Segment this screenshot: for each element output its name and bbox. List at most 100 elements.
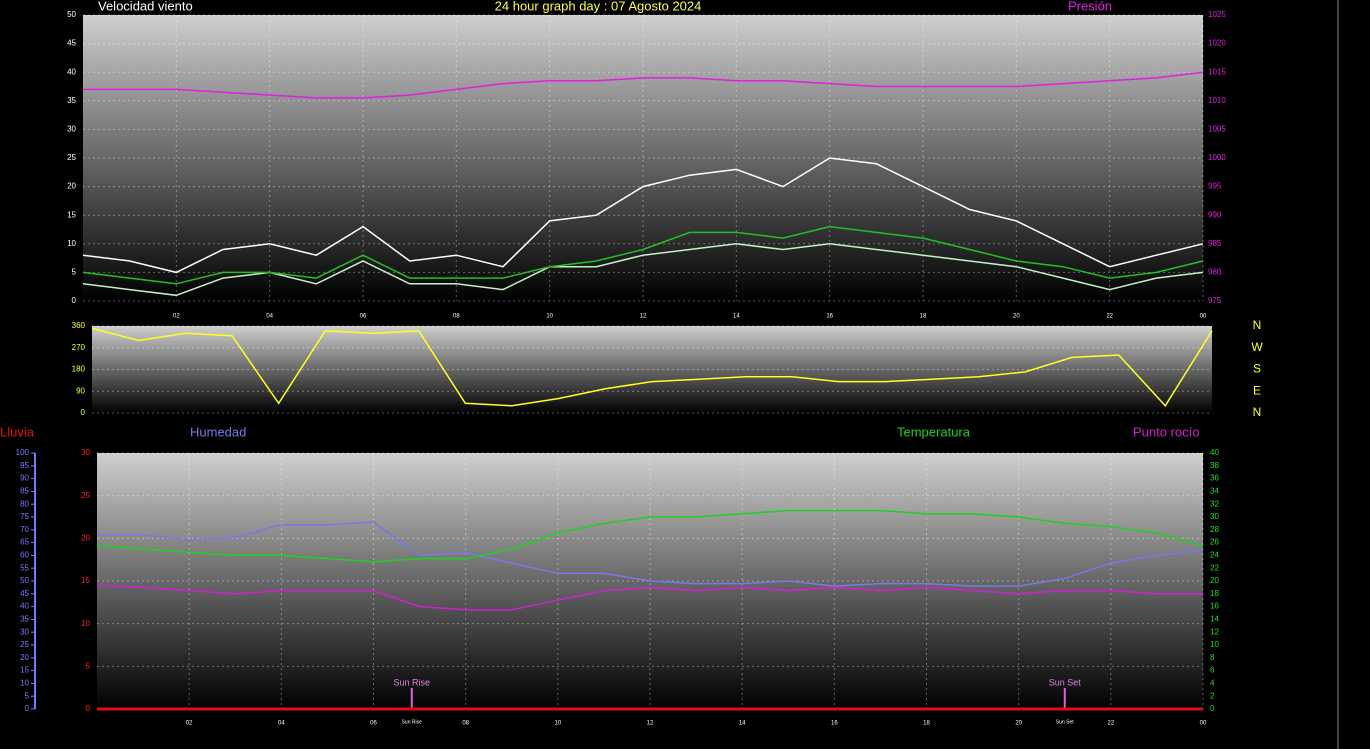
y2-tick-label: 22	[1210, 563, 1219, 572]
y-tick-label: 5	[72, 268, 77, 277]
y2-tick-label: 32	[1210, 499, 1219, 508]
y-tick-label: 40	[67, 67, 76, 76]
y3-tick-label: 25	[20, 640, 29, 649]
series-line	[91, 327, 1213, 408]
y3-tick-label: 90	[20, 474, 29, 483]
y3-tick-label: 45	[20, 589, 29, 598]
x-tick-label: 16	[831, 721, 838, 727]
y2-tick-label: 1005	[1208, 125, 1226, 134]
x-tick-label: 16	[826, 314, 833, 320]
x-tick-label: 20	[1013, 314, 1020, 320]
y-tick-label: 30	[67, 125, 76, 134]
y-tick-label: 15	[67, 210, 76, 219]
chart-title: 24 hour graph day : 07 Agosto 2024	[495, 0, 702, 13]
y3-tick-label: 75	[20, 512, 29, 521]
y-tick-label: 180	[72, 365, 86, 374]
y-tick-label: 270	[72, 343, 86, 352]
x-tick-label: 10	[546, 314, 553, 320]
y2-tick-label: 6	[1210, 666, 1215, 675]
series-line	[82, 225, 1204, 285]
y-tick-label: 45	[67, 39, 76, 48]
y3-tick-label: 10	[20, 679, 29, 688]
y2-tick-label: 2	[1210, 691, 1215, 700]
y3-tick-label: 0	[25, 704, 30, 713]
plot-area	[83, 15, 1203, 301]
y-axis-title: Velocidad viento	[98, 0, 193, 13]
y-tick-label: 10	[67, 239, 76, 248]
sun-label-small: Sun Set	[1056, 719, 1074, 725]
x-tick-label: 02	[173, 314, 180, 320]
x-tick-label: 06	[360, 314, 367, 320]
y-tick-label: 10	[81, 619, 90, 628]
series-line	[83, 71, 1204, 99]
y-tick-label: 20	[81, 533, 90, 542]
y2-tick-label: 14	[1210, 615, 1219, 624]
y2-tick-label: 12	[1210, 627, 1219, 636]
y2-tick-label: 28	[1210, 525, 1219, 534]
y3-tick-label: 80	[20, 499, 29, 508]
y-tick-label: 15	[81, 576, 90, 585]
y2-tick-label: 980	[1208, 268, 1222, 277]
y-tick-label: 50	[67, 10, 76, 19]
y2-tick-label: 990	[1208, 210, 1222, 219]
y-tick-label: 25	[67, 153, 76, 162]
y2-tick-label: 0	[1210, 704, 1215, 713]
y-tick-label: 35	[67, 96, 76, 105]
y2-tick-label: 10	[1210, 640, 1219, 649]
y2-tick-label: 1000	[1208, 153, 1226, 162]
y2-tick-label: 40	[1210, 448, 1219, 457]
y2-tick-label: W	[1251, 340, 1263, 354]
legend-label: Punto rocío	[1133, 424, 1200, 439]
y2-tick-label: 24	[1210, 551, 1219, 560]
y2-tick-label: S	[1253, 362, 1261, 376]
y3-tick-label: 20	[20, 653, 29, 662]
legend-label: Lluvia	[0, 424, 35, 439]
x-tick-label: 22	[1107, 721, 1114, 727]
y-tick-label: 20	[67, 182, 76, 191]
y2-tick-label: 4	[1210, 679, 1215, 688]
y3-tick-label: 60	[20, 551, 29, 560]
y2-tick-label: 1015	[1208, 67, 1226, 76]
y3-tick-label: 85	[20, 487, 29, 496]
y2-tick-label: 20	[1210, 576, 1219, 585]
y-tick-label: 0	[81, 408, 86, 417]
series-line	[82, 157, 1204, 274]
x-tick-label: 12	[640, 314, 647, 320]
y2-tick-label: 26	[1210, 538, 1219, 547]
sun-label-small: Sun Rise	[402, 719, 423, 725]
y2-tick-label: 8	[1210, 653, 1215, 662]
y3-tick-label: 5	[25, 691, 30, 700]
y3-tick-label: 55	[20, 563, 29, 572]
y2-tick-label: 1010	[1208, 96, 1226, 105]
y2-tick-label: 38	[1210, 461, 1219, 470]
sun-label: Sun Set	[1049, 677, 1082, 687]
x-tick-label: 06	[370, 721, 377, 727]
y-tick-label: 5	[86, 661, 91, 670]
y2-tick-label: 985	[1208, 239, 1222, 248]
y2-axis-title: Presión	[1068, 0, 1112, 13]
y2-tick-label: 1025	[1208, 10, 1226, 19]
y2-tick-label: 34	[1210, 487, 1219, 496]
y2-tick-label: 30	[1210, 512, 1219, 521]
x-tick-label: 08	[453, 314, 460, 320]
x-tick-label: 04	[266, 314, 273, 320]
legend-label: Humedad	[190, 424, 246, 439]
y-tick-label: 25	[81, 491, 90, 500]
y3-tick-label: 35	[20, 615, 29, 624]
y2-tick-label: 36	[1210, 474, 1219, 483]
series-line	[96, 509, 1204, 563]
y2-tick-label: 975	[1208, 296, 1222, 305]
y3-tick-label: 50	[20, 576, 29, 585]
y2-tick-label: 18	[1210, 589, 1219, 598]
legend-label: Temperatura	[897, 424, 971, 439]
plot-area	[92, 326, 1212, 413]
x-tick-label: 14	[733, 314, 740, 320]
x-tick-label: 14	[739, 721, 746, 727]
y3-tick-label: 95	[20, 461, 29, 470]
y2-tick-label: N	[1253, 318, 1262, 332]
x-tick-label: 20	[1015, 721, 1022, 727]
x-tick-label: 02	[186, 721, 193, 727]
series-line	[97, 521, 1204, 587]
x-tick-label: 18	[920, 314, 927, 320]
